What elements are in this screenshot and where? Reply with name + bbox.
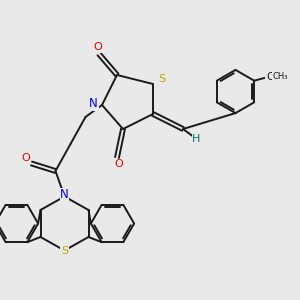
Text: O: O (266, 71, 274, 82)
Text: CH₃: CH₃ (273, 72, 288, 81)
Text: N: N (60, 188, 69, 202)
Text: N: N (89, 97, 98, 110)
Text: O: O (93, 42, 102, 52)
Text: S: S (158, 74, 165, 84)
Text: H: H (192, 134, 201, 145)
Text: S: S (61, 246, 68, 256)
Text: O: O (114, 159, 123, 169)
Text: O: O (21, 153, 30, 163)
